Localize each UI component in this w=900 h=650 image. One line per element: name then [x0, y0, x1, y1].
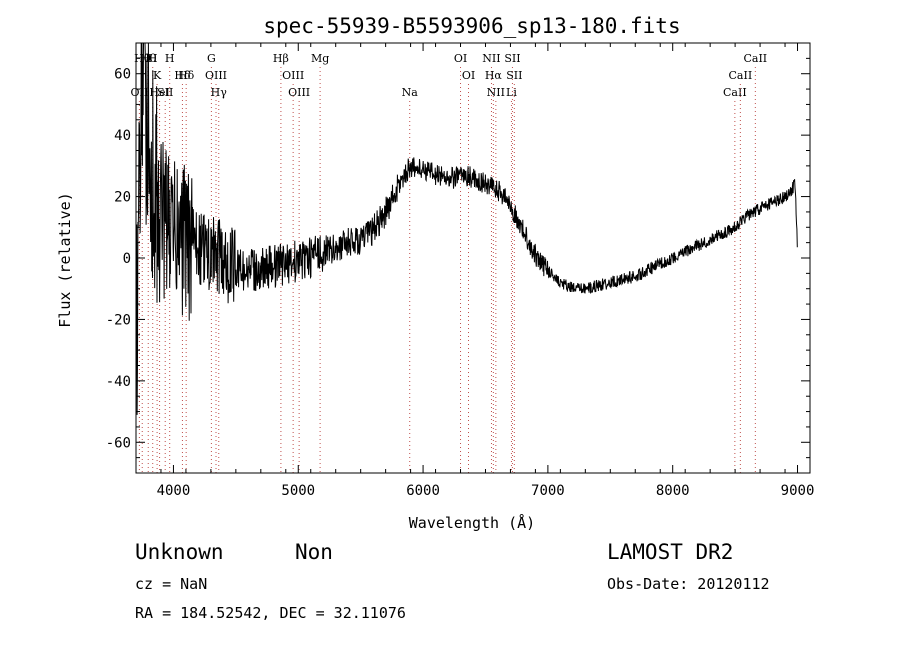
- y-tick-label: 20: [114, 190, 131, 206]
- x-tick-label: 8000: [656, 483, 690, 499]
- y-tick-label: 40: [114, 128, 131, 144]
- marker-label: Hδ: [174, 69, 191, 82]
- marker-label: Hδ: [178, 69, 195, 82]
- y-tick-label: -40: [106, 374, 131, 390]
- redshift-value: cz = NaN: [135, 575, 208, 593]
- axes: 4000 5000 6000 7000 8000 9000 -60 -40 -20 0 20 40 60: [106, 42, 815, 499]
- marker-label: Hγ: [211, 86, 228, 99]
- marker-label: OI: [454, 52, 467, 65]
- marker-label: K: [153, 69, 162, 82]
- marker-label: Li: [506, 86, 517, 99]
- y-tick-label: 0: [123, 251, 131, 267]
- spectrum-line: [135, 42, 798, 415]
- x-tick-label: 9000: [781, 483, 815, 499]
- coordinates: RA = 184.52542, DEC = 32.11076: [135, 604, 406, 622]
- marker-label: Na: [402, 86, 419, 99]
- x-tick-label: 5000: [281, 483, 315, 499]
- marker-label: H: [165, 52, 175, 65]
- marker-label: OI: [462, 69, 475, 82]
- marker-label: SII: [157, 86, 173, 99]
- chart-title: spec-55939-B5593906_sp13-180.fits: [263, 14, 680, 38]
- marker-label: CaII: [729, 69, 753, 82]
- marker-label: OIII: [282, 69, 304, 82]
- marker-label: OII: [131, 86, 149, 99]
- marker-label: OIII: [205, 69, 227, 82]
- obs-date: Obs-Date: 20120112: [607, 575, 770, 593]
- y-tick-label: -60: [106, 435, 131, 451]
- y-axis-label: Flux (relative): [56, 192, 74, 327]
- object-class: Unknown: [135, 540, 224, 564]
- x-tick-label: 7000: [531, 483, 565, 499]
- marker-label: SII: [506, 69, 522, 82]
- object-subclass: Non: [295, 540, 333, 564]
- survey-name: LAMOST DR2: [607, 540, 734, 564]
- marker-label: G: [207, 52, 216, 65]
- marker-label: HeI: [149, 86, 169, 99]
- x-tick-label: 4000: [157, 483, 191, 499]
- marker-label: OIII: [288, 86, 310, 99]
- marker-label: NII: [482, 52, 500, 65]
- y-tick-label: -20: [106, 312, 131, 328]
- y-tick-label: 60: [114, 67, 131, 83]
- x-tick-label: 6000: [406, 483, 440, 499]
- marker-label: NII: [487, 86, 505, 99]
- marker-label: CaII: [743, 52, 767, 65]
- marker-label: CaII: [723, 86, 747, 99]
- marker-label: Hα: [485, 69, 503, 82]
- marker-label: Mg: [311, 52, 329, 65]
- marker-label: H: [148, 52, 158, 65]
- marker-label: Hβ: [273, 52, 289, 65]
- spectral-line-markers: OIIHθHθHKHeISIIHHδHδGOIIIHγHβOIIIOIIIMgN…: [131, 52, 767, 473]
- x-axis-label: Wavelength (Å): [409, 513, 535, 532]
- marker-label: SII: [504, 52, 520, 65]
